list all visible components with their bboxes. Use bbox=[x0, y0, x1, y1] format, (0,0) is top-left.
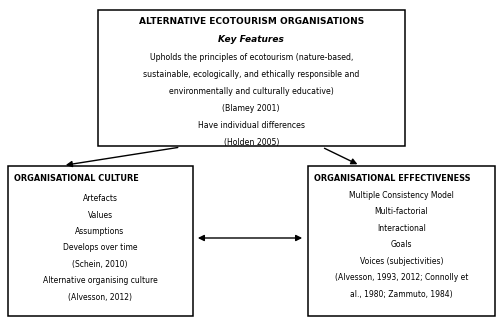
FancyBboxPatch shape bbox=[98, 10, 405, 146]
FancyBboxPatch shape bbox=[8, 166, 192, 316]
Text: Key Features: Key Features bbox=[218, 35, 284, 43]
Text: Values: Values bbox=[88, 211, 112, 219]
Text: ORGANISATIONAL EFFECTIVENESS: ORGANISATIONAL EFFECTIVENESS bbox=[314, 174, 470, 183]
FancyBboxPatch shape bbox=[308, 166, 495, 316]
Text: Alternative organising culture: Alternative organising culture bbox=[42, 276, 158, 285]
Text: sustainable, ecologically, and ethically responsible and: sustainable, ecologically, and ethically… bbox=[143, 70, 360, 79]
Text: Assumptions: Assumptions bbox=[76, 227, 124, 236]
Text: (Schein, 2010): (Schein, 2010) bbox=[72, 260, 128, 269]
Text: (Holden 2005): (Holden 2005) bbox=[224, 138, 279, 147]
Text: (Alvesson, 1993, 2012; Connolly et: (Alvesson, 1993, 2012; Connolly et bbox=[334, 273, 468, 282]
Text: Artefacts: Artefacts bbox=[82, 194, 118, 203]
Text: ALTERNATIVE ECOTOURISM ORGANISATIONS: ALTERNATIVE ECOTOURISM ORGANISATIONS bbox=[138, 17, 364, 26]
Text: Have individual differences: Have individual differences bbox=[198, 121, 305, 130]
Text: (Alvesson, 2012): (Alvesson, 2012) bbox=[68, 293, 132, 302]
Text: al., 1980; Zammuto, 1984): al., 1980; Zammuto, 1984) bbox=[350, 290, 452, 298]
Text: (Blamey 2001): (Blamey 2001) bbox=[222, 104, 280, 113]
Text: ORGANISATIONAL CULTURE: ORGANISATIONAL CULTURE bbox=[14, 174, 138, 183]
Text: Multi-factorial: Multi-factorial bbox=[374, 207, 428, 216]
Text: Goals: Goals bbox=[390, 240, 412, 249]
Text: Voices (subjectivities): Voices (subjectivities) bbox=[360, 257, 443, 266]
Text: Interactional: Interactional bbox=[377, 224, 426, 233]
Text: environmentally and culturally educative): environmentally and culturally educative… bbox=[169, 87, 334, 96]
Text: Upholds the principles of ecotourism (nature-based,: Upholds the principles of ecotourism (na… bbox=[150, 53, 353, 62]
Text: Multiple Consistency Model: Multiple Consistency Model bbox=[349, 191, 454, 200]
Text: Develops over time: Develops over time bbox=[63, 243, 137, 252]
